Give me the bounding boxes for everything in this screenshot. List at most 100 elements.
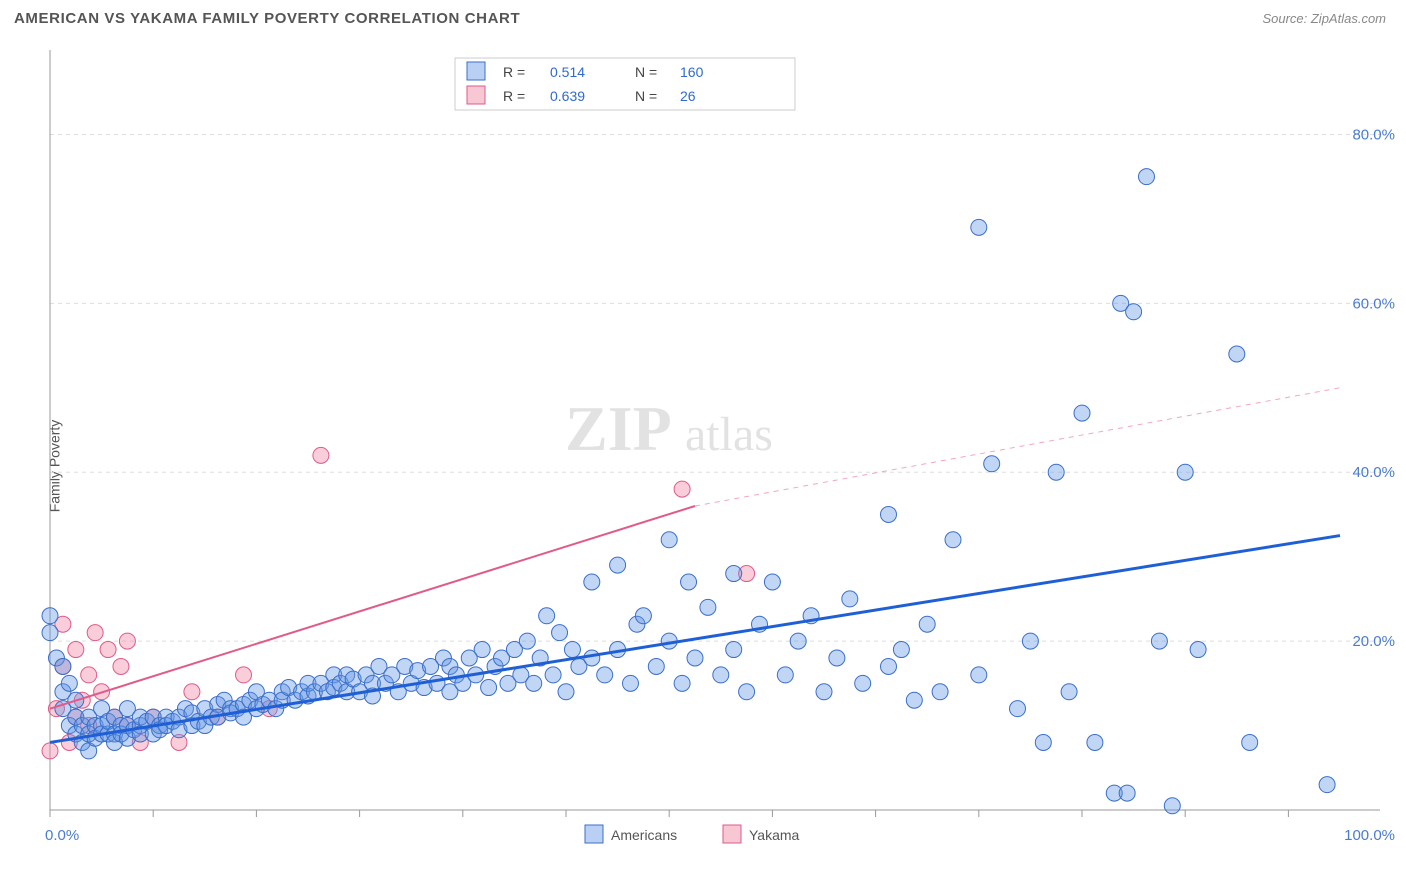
- data-point: [623, 675, 639, 691]
- y-tick-label: 80.0%: [1352, 126, 1395, 143]
- data-point: [564, 642, 580, 658]
- legend-r-value: 0.514: [550, 64, 585, 80]
- data-point: [1035, 734, 1051, 750]
- data-point: [713, 667, 729, 683]
- data-point: [539, 608, 555, 624]
- y-tick-label: 40.0%: [1352, 464, 1395, 481]
- data-point: [1048, 464, 1064, 480]
- data-point: [739, 684, 755, 700]
- data-point: [984, 456, 1000, 472]
- legend-swatch: [585, 825, 603, 843]
- data-point: [700, 599, 716, 615]
- legend-r-label: R =: [503, 88, 525, 104]
- data-point: [87, 625, 103, 641]
- legend-label: Americans: [611, 827, 677, 843]
- data-point: [42, 608, 58, 624]
- data-point: [55, 658, 71, 674]
- data-point: [184, 684, 200, 700]
- data-point: [100, 642, 116, 658]
- data-point: [855, 675, 871, 691]
- data-point: [764, 574, 780, 590]
- data-point: [1139, 169, 1155, 185]
- watermark: ZIP: [565, 393, 672, 464]
- data-point: [474, 642, 490, 658]
- data-point: [558, 684, 574, 700]
- source-label: Source: ZipAtlas.com: [1262, 11, 1386, 26]
- data-point: [842, 591, 858, 607]
- data-point: [971, 219, 987, 235]
- data-point: [1164, 798, 1180, 814]
- y-tick-label: 20.0%: [1352, 633, 1395, 650]
- data-point: [1126, 304, 1142, 320]
- data-point: [1177, 464, 1193, 480]
- data-point: [906, 692, 922, 708]
- data-point: [945, 532, 961, 548]
- legend-r-label: R =: [503, 64, 525, 80]
- data-point: [42, 625, 58, 641]
- trend-line-americans: [50, 536, 1340, 743]
- data-point: [1242, 734, 1258, 750]
- data-point: [584, 650, 600, 666]
- data-point: [236, 667, 252, 683]
- data-point: [313, 447, 329, 463]
- legend-label: Yakama: [749, 827, 800, 843]
- data-point: [519, 633, 535, 649]
- data-point: [1074, 405, 1090, 421]
- legend-n-label: N =: [635, 88, 657, 104]
- data-point: [919, 616, 935, 632]
- data-point: [119, 633, 135, 649]
- data-point: [681, 574, 697, 590]
- data-point: [61, 675, 77, 691]
- data-point: [635, 608, 651, 624]
- data-point: [726, 566, 742, 582]
- data-point: [552, 625, 568, 641]
- legend-r-value: 0.639: [550, 88, 585, 104]
- data-point: [816, 684, 832, 700]
- data-point: [481, 680, 497, 696]
- data-point: [1151, 633, 1167, 649]
- data-point: [1319, 777, 1335, 793]
- data-point: [881, 506, 897, 522]
- scatter-chart: 20.0% 40.0% 60.0% 80.0% ZIPatlas 0.0% 100.0% R …: [0, 40, 1406, 892]
- data-point: [777, 667, 793, 683]
- trend-line-yakama-ext: [695, 388, 1340, 506]
- legend-n-value: 160: [680, 64, 704, 80]
- data-point: [545, 667, 561, 683]
- data-point: [829, 650, 845, 666]
- x-max-label: 100.0%: [1344, 827, 1395, 844]
- y-tick-label: 60.0%: [1352, 295, 1395, 312]
- data-point: [68, 642, 84, 658]
- data-point: [661, 532, 677, 548]
- data-point: [1119, 785, 1135, 801]
- data-point: [1022, 633, 1038, 649]
- chart-title: AMERICAN VS YAKAMA FAMILY POVERTY CORREL…: [14, 10, 520, 27]
- watermark: atlas: [685, 408, 773, 461]
- legend-n-label: N =: [635, 64, 657, 80]
- x-origin-label: 0.0%: [45, 827, 79, 844]
- data-point: [726, 642, 742, 658]
- data-point: [1087, 734, 1103, 750]
- data-point: [81, 667, 97, 683]
- data-point: [597, 667, 613, 683]
- data-point: [893, 642, 909, 658]
- data-point: [1190, 642, 1206, 658]
- data-point: [610, 557, 626, 573]
- data-point: [674, 481, 690, 497]
- legend-swatch: [467, 62, 485, 80]
- data-point: [881, 658, 897, 674]
- legend-swatch: [723, 825, 741, 843]
- data-point: [1229, 346, 1245, 362]
- data-point: [526, 675, 542, 691]
- legend-n-value: 26: [680, 88, 696, 104]
- data-point: [648, 658, 664, 674]
- data-point: [932, 684, 948, 700]
- data-point: [971, 667, 987, 683]
- data-point: [584, 574, 600, 590]
- data-point: [790, 633, 806, 649]
- data-point: [113, 658, 129, 674]
- data-point: [1010, 701, 1026, 717]
- data-point: [1061, 684, 1077, 700]
- data-point: [674, 675, 690, 691]
- legend-swatch: [467, 86, 485, 104]
- data-point: [42, 743, 58, 759]
